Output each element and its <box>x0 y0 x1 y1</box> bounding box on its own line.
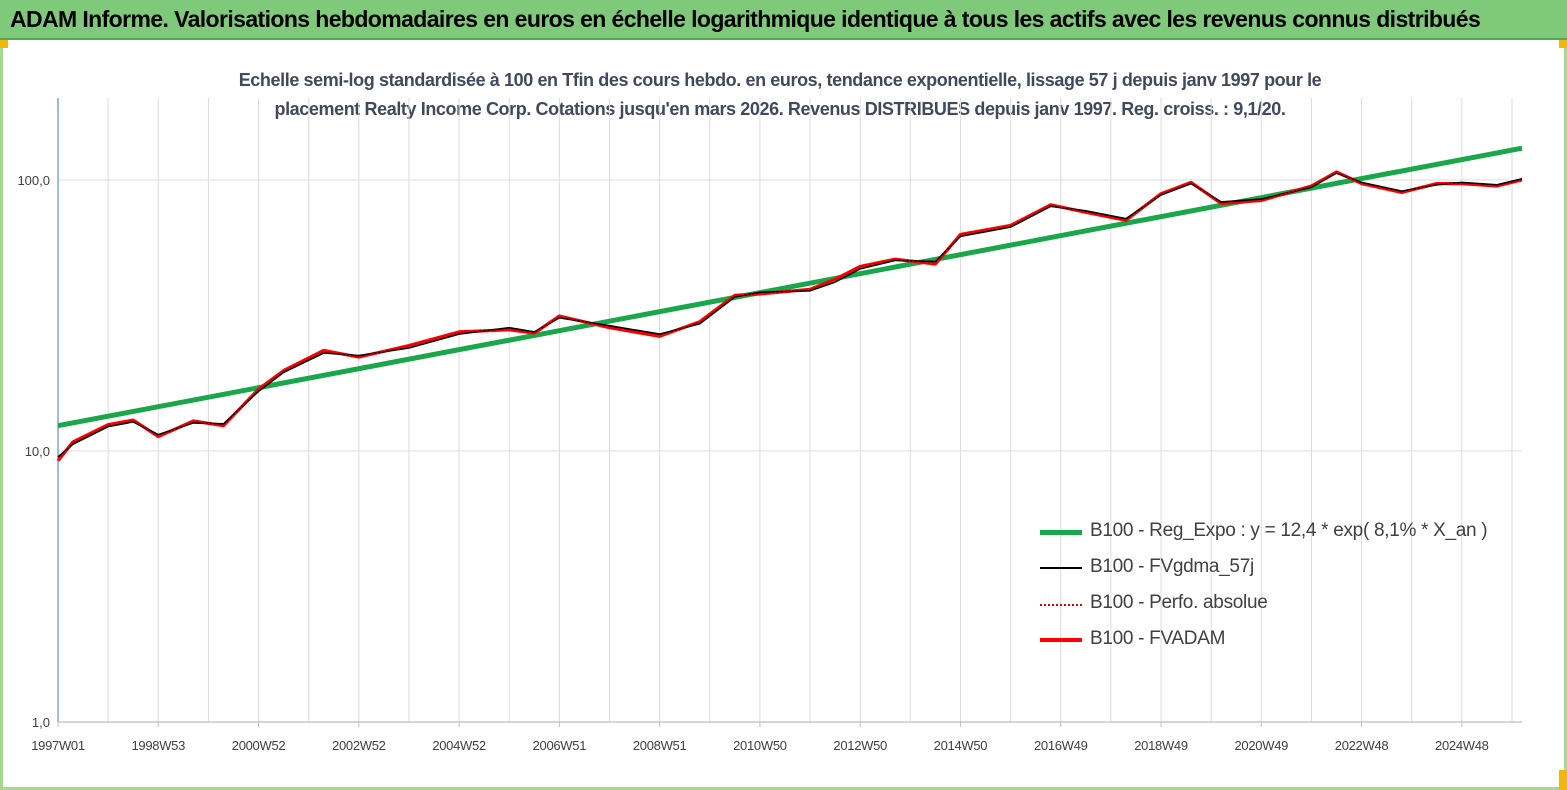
legend-label: B100 - FVgdma_57j <box>1090 556 1254 577</box>
x-tick-label: 2012W50 <box>833 738 887 753</box>
x-tick-label: 2020W49 <box>1235 738 1289 753</box>
legend-label: B100 - Reg_Expo : y = 12,4 * exp( 8,1% *… <box>1090 520 1488 541</box>
legend-swatch <box>1040 604 1082 606</box>
corner-handle-top-right[interactable] <box>1559 40 1567 48</box>
x-tick-label: 1998W53 <box>131 738 185 753</box>
legend-item: B100 - FVADAM <box>1040 628 1520 652</box>
legend-swatch <box>1040 529 1082 535</box>
series-fvadam-line <box>56 170 1523 462</box>
axes: 1,0 10,0 100,0 1997W01 1998W53 2000W52 2002W52… <box>17 98 1522 753</box>
x-tick-label: 2006W51 <box>533 738 587 753</box>
chart-frame <box>0 40 1567 790</box>
legend-label: B100 - FVADAM <box>1090 628 1226 649</box>
x-tick-label: 1997W01 <box>31 738 85 753</box>
chart-title-line-2: placement Realty Income Corp. Cotations … <box>274 99 1286 119</box>
x-tick-label: 2018W49 <box>1134 738 1188 753</box>
chart-title-line-1: Echelle semi-log standardisée à 100 en T… <box>238 70 1322 90</box>
series-fvgdma-line <box>57 172 1523 458</box>
chart-title: Echelle semi-log standardisée à 100 en T… <box>110 66 1450 124</box>
series-lines <box>56 145 1523 462</box>
x-tick-label: 2022W48 <box>1335 738 1389 753</box>
legend-swatch <box>1040 638 1082 642</box>
legend-swatch <box>1040 567 1082 569</box>
x-tick-label: 2014W50 <box>934 738 988 753</box>
corner-handle-top-left[interactable] <box>0 40 8 48</box>
x-tick-label: 2008W51 <box>633 738 687 753</box>
x-tick-label: 2002W52 <box>332 738 386 753</box>
x-tick-label: 2016W49 <box>1034 738 1088 753</box>
x-tick-label: 2010W50 <box>733 738 787 753</box>
corner-handle-bottom-right[interactable] <box>1559 770 1567 790</box>
y-tick-label: 1,0 <box>32 715 50 730</box>
x-tick-label: 2004W52 <box>432 738 486 753</box>
header-banner: ADAM Informe. Valorisations hebdomadaire… <box>0 0 1567 40</box>
legend-item: B100 - FVgdma_57j <box>1040 556 1520 580</box>
y-tick-label: 100,0 <box>17 173 50 188</box>
legend-label: B100 - Perfo. absolue <box>1090 592 1268 613</box>
x-tick-label: 2000W52 <box>232 738 286 753</box>
legend-item: B100 - Perfo. absolue <box>1040 592 1520 616</box>
legend-item: B100 - Reg_Expo : y = 12,4 * exp( 8,1% *… <box>1040 520 1520 544</box>
x-tick-label: 2024W48 <box>1435 738 1489 753</box>
y-tick-label: 10,0 <box>25 444 50 459</box>
series-perfo-line <box>57 171 1523 462</box>
report-title: ADAM Informe. Valorisations hebdomadaire… <box>10 6 1481 32</box>
